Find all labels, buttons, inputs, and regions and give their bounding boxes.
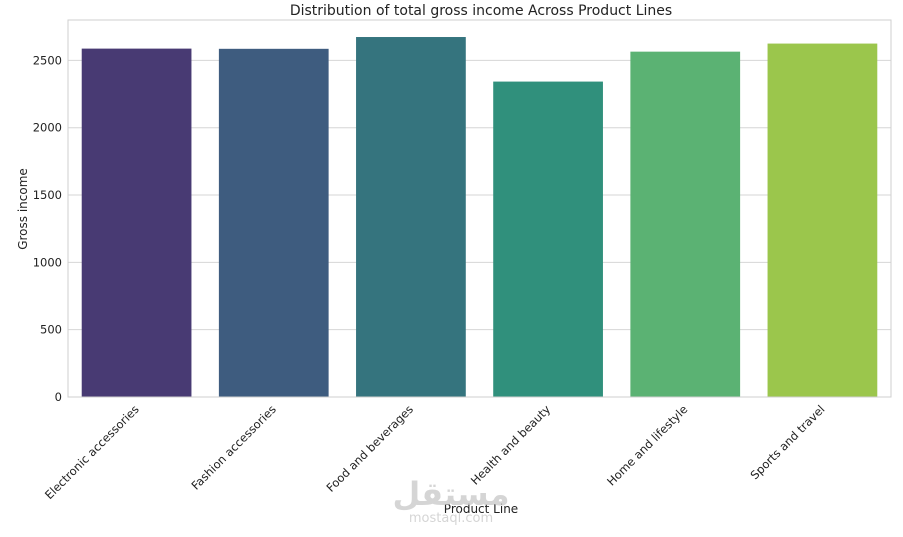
x-tick-label: Electronic accessories [42,402,142,502]
y-axis-label: Gross income [16,168,30,250]
y-tick-label: 500 [40,323,62,337]
x-tick-label: Sports and travel [748,402,828,482]
bar-sports-and-travel [767,43,878,398]
y-tick-label: 1000 [33,255,62,269]
bar-food-and-beverages [356,37,466,397]
plot-frame [67,19,892,398]
bar-electronic-accessories [81,48,192,398]
bar-home-and-lifestyle [630,51,741,397]
y-tick-label: 2000 [33,121,62,135]
watermark-latin: mostaql.com [409,511,493,526]
y-tick-label: 1500 [33,188,62,202]
bars [81,37,878,398]
y-tick-label: 0 [55,390,62,404]
x-tick-label: Home and lifestyle [604,402,690,488]
watermark: مستقل mostaql.com [392,475,509,526]
y-tick-label: 2500 [33,53,62,67]
bar-fashion-accessories [218,48,329,398]
x-tick-label: Fashion accessories [188,402,278,492]
chart-title: Distribution of total gross income Acros… [290,3,672,19]
watermark-arabic: مستقل [392,475,509,513]
x-axis-label: Product Line [444,502,518,516]
y-tick-labels: 0 500 1000 1500 2000 2500 [33,53,62,404]
bar-health-and-beauty [493,81,603,398]
